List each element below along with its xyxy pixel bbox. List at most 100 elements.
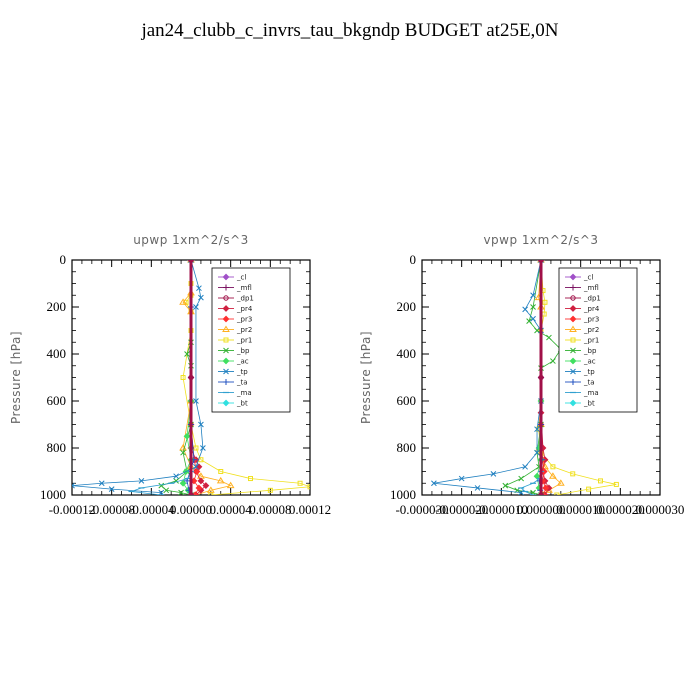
legend: _cl _mfl _dp1 _pr4 _pr3 _pr2 _pr1 _bp _ac _tp _ta _… [211, 267, 291, 413]
series-point [193, 468, 201, 475]
legend-marker [570, 347, 576, 354]
series-point [202, 482, 210, 490]
x-tick-label: 0.000010 [556, 502, 605, 517]
series-point [307, 484, 310, 490]
series-group [72, 260, 310, 495]
series-point [549, 472, 557, 479]
series-point [458, 475, 465, 482]
x-tick-label: -0.000020 [435, 502, 488, 517]
series-point [570, 471, 576, 477]
series-point [198, 294, 204, 301]
x-tick-label: -0.00008 [88, 502, 135, 517]
legend-marker [570, 379, 576, 385]
y-tick-label: 1000 [390, 487, 416, 502]
series-point [526, 318, 532, 324]
legend-label: _tp [583, 368, 595, 376]
legend-label: _pr4 [583, 305, 600, 313]
x-tick-label: -0.000010 [475, 502, 528, 517]
legend-marker [223, 347, 229, 354]
series-point [518, 475, 525, 482]
series-point [530, 292, 536, 299]
series-point [550, 358, 556, 364]
legend-marker [569, 273, 577, 281]
y-tick-label: 200 [397, 299, 417, 314]
series-point [184, 351, 190, 357]
series-point [267, 487, 273, 493]
legend-label: _ac [236, 358, 249, 366]
y-axis-label: Pressure [hPa] [359, 331, 373, 424]
series-point [534, 449, 540, 456]
series-point [216, 476, 225, 484]
legend-label: _ta [236, 379, 248, 387]
legend-label: _ta [583, 379, 595, 387]
x-tick-label: 0.00012 [289, 502, 331, 517]
legend-label: _dp1 [583, 295, 601, 303]
series-point [197, 477, 205, 485]
series-point [546, 334, 552, 341]
legend-label: _pr2 [583, 326, 599, 334]
series-group [431, 260, 619, 495]
legend-label: _pr3 [583, 316, 599, 324]
legend-marker [570, 368, 576, 375]
series-point [530, 315, 536, 322]
series-point [431, 480, 437, 487]
series-line [433, 260, 542, 494]
legend-label: _pr1 [583, 337, 599, 345]
legend-marker [222, 315, 230, 323]
series-point [179, 298, 187, 305]
series-point [490, 470, 497, 477]
legend-label: _bp [583, 347, 597, 355]
series-point [200, 445, 206, 451]
series-point [206, 486, 215, 493]
series-point [163, 487, 170, 494]
legend-marker [222, 273, 230, 281]
series-point [522, 306, 528, 313]
legend-marker [223, 368, 229, 375]
y-tick-label: 800 [47, 440, 67, 455]
series-point [226, 481, 235, 489]
y-tick-label: 600 [47, 393, 67, 408]
legend-label: _ma [236, 389, 252, 397]
x-tick-label: 0.00008 [249, 502, 291, 517]
series-point [196, 285, 202, 292]
series-point [538, 374, 544, 381]
legend-label: _pr4 [236, 305, 253, 313]
series-point [522, 463, 528, 470]
legend-label: _cl [583, 274, 593, 282]
series-point [613, 481, 619, 487]
series-point [180, 375, 186, 380]
series-line [160, 260, 192, 495]
series-point [188, 492, 194, 495]
series-point [193, 463, 199, 470]
x-tick-label: -0.000030 [395, 502, 448, 517]
plot-title: vpwp 1xm^2/s^3 [483, 233, 598, 247]
figure-title: jan24_clubb_c_invrs_tau_bkgndp BUDGET at… [141, 20, 559, 41]
plot-panel: upwp 1xm^2/s^3 Pressure [hPa] 0 200 400 600 80… [9, 233, 331, 517]
legend-label: _mfl [583, 284, 599, 292]
series-line [72, 260, 204, 494]
legend-marker [570, 284, 576, 291]
series-point [179, 479, 187, 487]
series-point [173, 473, 179, 480]
legend-marker [569, 325, 577, 332]
y-tick-label: 0 [410, 252, 417, 267]
y-axis-label: Pressure [hPa] [9, 331, 23, 424]
legend-marker [570, 295, 576, 301]
legend-marker [569, 399, 577, 407]
series-point [556, 479, 565, 486]
series-point [158, 489, 165, 495]
legend-marker [223, 379, 229, 385]
series-point [218, 469, 224, 474]
y-tick-label: 400 [397, 346, 417, 361]
legend-marker [569, 357, 577, 365]
series-point [183, 432, 191, 440]
legend-label: _cl [236, 274, 246, 282]
series-point [158, 482, 165, 489]
x-tick-label: 0.000020 [596, 502, 645, 517]
y-tick-label: 0 [60, 252, 67, 267]
plot-title: upwp 1xm^2/s^3 [133, 233, 249, 247]
x-tick-label: -0.00012 [49, 502, 96, 517]
series-point [297, 480, 303, 486]
series-point [533, 472, 541, 480]
